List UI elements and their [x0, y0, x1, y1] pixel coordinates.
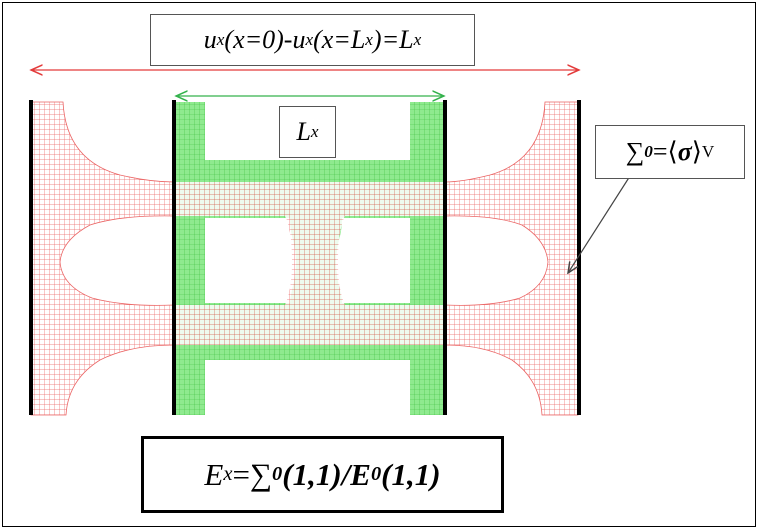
boundary-bar-left: [172, 100, 176, 415]
boundary-condition-label: u x (x=0)- u x (x=L x)=L x: [150, 14, 475, 66]
stress-leader-arrow: [568, 175, 631, 273]
boundary-bars: [29, 100, 581, 415]
deformed-mesh: [30, 101, 579, 416]
macro-stress-label: ∑ 0 =⟨ σ ⟩ V: [595, 125, 745, 179]
boundary-bar-left-deformed: [29, 100, 33, 415]
boundary-bar-right-deformed: [577, 100, 581, 415]
boundary-bar-right: [443, 100, 447, 415]
